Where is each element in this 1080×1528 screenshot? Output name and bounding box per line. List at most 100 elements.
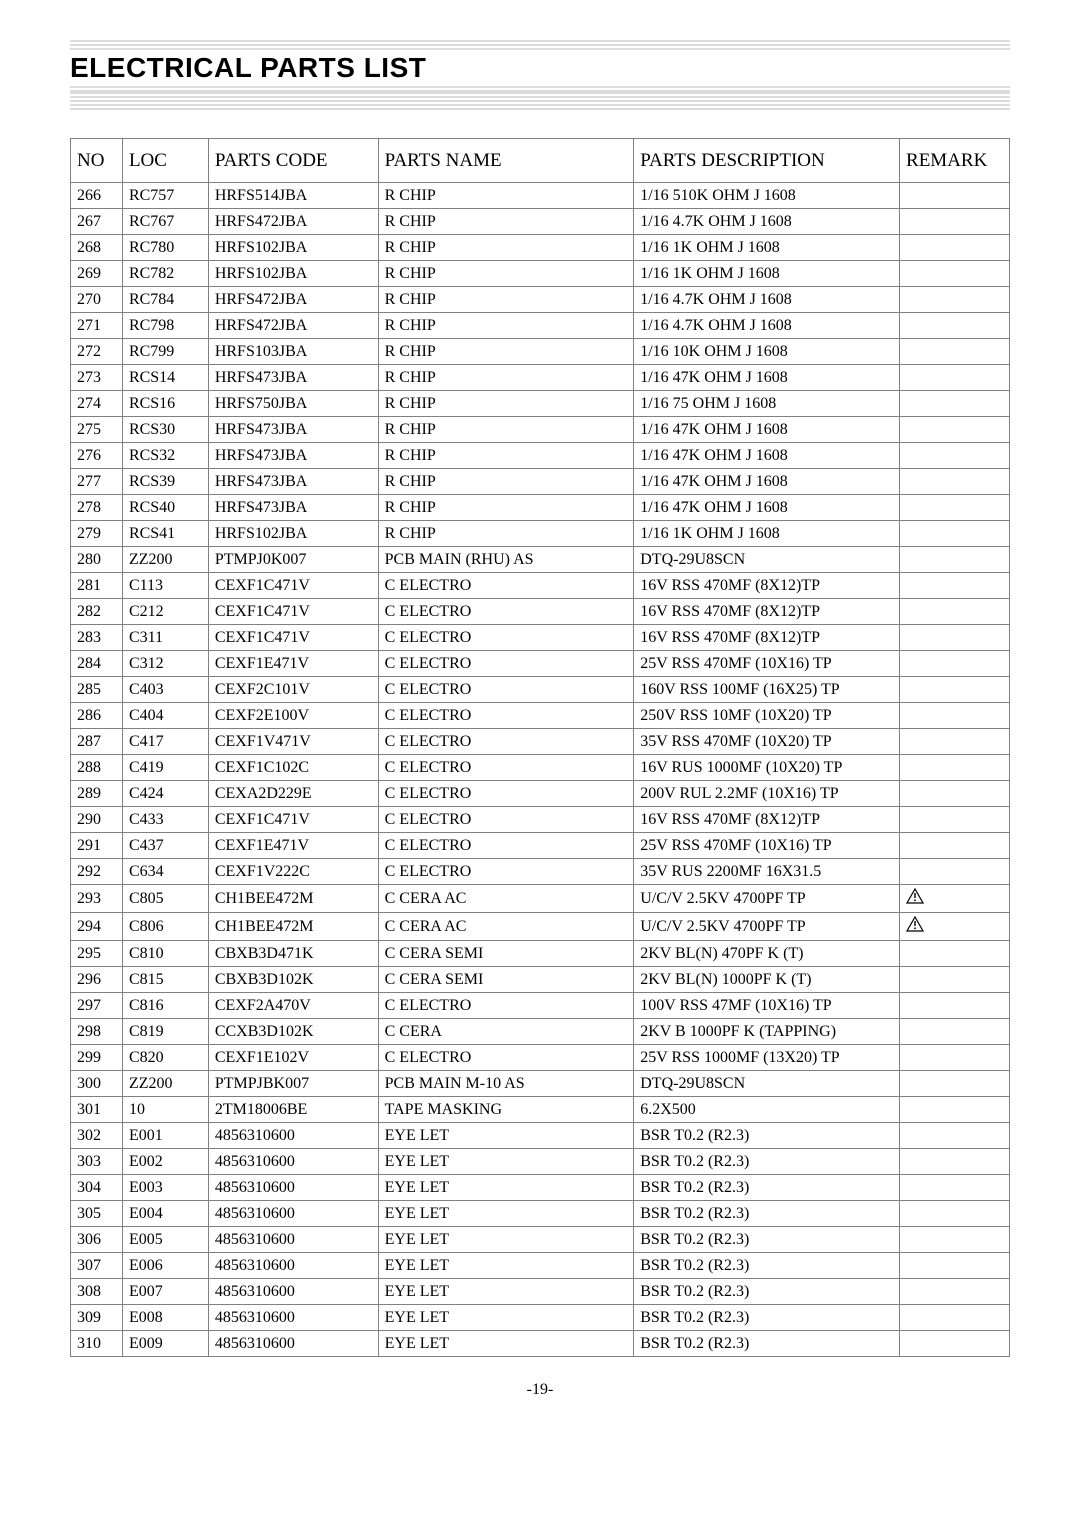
cell-code: PTMPJ0K007	[208, 547, 378, 573]
table-row: 277RCS39HRFS473JBAR CHIP1/16 47K OHM J 1…	[71, 469, 1010, 495]
cell-loc: 10	[122, 1097, 208, 1123]
cell-loc: E006	[122, 1253, 208, 1279]
cell-loc: C819	[122, 1019, 208, 1045]
cell-loc: RCS30	[122, 417, 208, 443]
cell-desc: DTQ-29U8SCN	[634, 547, 900, 573]
col-name: PARTS NAME	[378, 139, 634, 183]
cell-desc: BSR T0.2 (R2.3)	[634, 1331, 900, 1357]
table-row: 292C634CEXF1V222CC ELECTRO35V RUS 2200MF…	[71, 859, 1010, 885]
table-row: 281C113CEXF1C471VC ELECTRO16V RSS 470MF …	[71, 573, 1010, 599]
table-row: 310E0094856310600EYE LETBSR T0.2 (R2.3)	[71, 1331, 1010, 1357]
table-row: 288C419CEXF1C102CC ELECTRO16V RUS 1000MF…	[71, 755, 1010, 781]
table-row: 266RC757HRFS514JBAR CHIP1/16 510K OHM J …	[71, 183, 1010, 209]
cell-remark	[900, 573, 1010, 599]
col-no: NO	[71, 139, 123, 183]
table-row: 298C819CCXB3D102KC CERA2KV B 1000PF K (T…	[71, 1019, 1010, 1045]
cell-name: R CHIP	[378, 495, 634, 521]
cell-desc: 1/16 4.7K OHM J 1608	[634, 209, 900, 235]
cell-loc: E007	[122, 1279, 208, 1305]
cell-no: 268	[71, 235, 123, 261]
cell-remark	[900, 1279, 1010, 1305]
cell-desc: 1/16 1K OHM J 1608	[634, 521, 900, 547]
cell-code: CEXF1C471V	[208, 573, 378, 599]
cell-remark	[900, 391, 1010, 417]
table-row: 278RCS40HRFS473JBAR CHIP1/16 47K OHM J 1…	[71, 495, 1010, 521]
table-row: 284C312CEXF1E471VC ELECTRO25V RSS 470MF …	[71, 651, 1010, 677]
cell-desc: 1/16 47K OHM J 1608	[634, 495, 900, 521]
cell-remark	[900, 469, 1010, 495]
cell-desc: 1/16 510K OHM J 1608	[634, 183, 900, 209]
cell-name: R CHIP	[378, 521, 634, 547]
table-row: 291C437CEXF1E471VC ELECTRO25V RSS 470MF …	[71, 833, 1010, 859]
page-number: -19-	[70, 1381, 1010, 1399]
cell-no: 292	[71, 859, 123, 885]
cell-loc: C311	[122, 625, 208, 651]
cell-code: CEXF2E100V	[208, 703, 378, 729]
cell-desc: 1/16 47K OHM J 1608	[634, 417, 900, 443]
cell-no: 283	[71, 625, 123, 651]
cell-remark	[900, 625, 1010, 651]
cell-code: CEXF1C471V	[208, 599, 378, 625]
cell-no: 300	[71, 1071, 123, 1097]
cell-no: 290	[71, 807, 123, 833]
cell-desc: 16V RSS 470MF (8X12)TP	[634, 573, 900, 599]
cell-code: HRFS472JBA	[208, 287, 378, 313]
cell-remark	[900, 729, 1010, 755]
cell-desc: 250V RSS 10MF (10X20) TP	[634, 703, 900, 729]
page-title: ELECTRICAL PARTS LIST	[70, 48, 1010, 88]
cell-code: CH1BEE472M	[208, 885, 378, 913]
cell-remark	[900, 235, 1010, 261]
cell-no: 285	[71, 677, 123, 703]
cell-loc: C424	[122, 781, 208, 807]
cell-remark	[900, 1071, 1010, 1097]
cell-no: 310	[71, 1331, 123, 1357]
table-row: 289C424CEXA2D229EC ELECTRO200V RUL 2.2MF…	[71, 781, 1010, 807]
cell-loc: E008	[122, 1305, 208, 1331]
rule-line	[70, 100, 1010, 102]
cell-desc: 16V RUS 1000MF (10X20) TP	[634, 755, 900, 781]
table-row: 295C810CBXB3D471KC CERA SEMI2KV BL(N) 47…	[71, 941, 1010, 967]
cell-name: C ELECTRO	[378, 1045, 634, 1071]
cell-code: HRFS102JBA	[208, 521, 378, 547]
cell-name: PCB MAIN M-10 AS	[378, 1071, 634, 1097]
cell-remark	[900, 859, 1010, 885]
cell-desc: 1/16 1K OHM J 1608	[634, 261, 900, 287]
cell-desc: BSR T0.2 (R2.3)	[634, 1253, 900, 1279]
cell-desc: BSR T0.2 (R2.3)	[634, 1123, 900, 1149]
cell-code: HRFS514JBA	[208, 183, 378, 209]
table-row: 287C417CEXF1V471VC ELECTRO35V RSS 470MF …	[71, 729, 1010, 755]
cell-loc: C815	[122, 967, 208, 993]
cell-desc: 2KV BL(N) 470PF K (T)	[634, 941, 900, 967]
rule-line	[70, 108, 1010, 110]
table-row: 309E0084856310600EYE LETBSR T0.2 (R2.3)	[71, 1305, 1010, 1331]
cell-remark	[900, 261, 1010, 287]
table-row: 268RC780HRFS102JBAR CHIP1/16 1K OHM J 16…	[71, 235, 1010, 261]
cell-code: HRFS103JBA	[208, 339, 378, 365]
table-row: 285C403CEXF2C101VC ELECTRO160V RSS 100MF…	[71, 677, 1010, 703]
cell-code: HRFS472JBA	[208, 209, 378, 235]
cell-code: 4856310600	[208, 1175, 378, 1201]
cell-name: R CHIP	[378, 469, 634, 495]
cell-remark	[900, 941, 1010, 967]
table-row: 290C433CEXF1C471VC ELECTRO16V RSS 470MF …	[71, 807, 1010, 833]
page: ELECTRICAL PARTS LIST NO LOC PARTS CODE …	[0, 0, 1080, 1528]
cell-desc: 200V RUL 2.2MF (10X16) TP	[634, 781, 900, 807]
cell-loc: C403	[122, 677, 208, 703]
table-row: 297C816CEXF2A470VC ELECTRO100V RSS 47MF …	[71, 993, 1010, 1019]
cell-desc: U/C/V 2.5KV 4700PF TP	[634, 885, 900, 913]
cell-remark	[900, 1201, 1010, 1227]
cell-name: EYE LET	[378, 1253, 634, 1279]
cell-desc: BSR T0.2 (R2.3)	[634, 1201, 900, 1227]
cell-desc: 1/16 47K OHM J 1608	[634, 469, 900, 495]
cell-name: C CERA	[378, 1019, 634, 1045]
cell-loc: E003	[122, 1175, 208, 1201]
cell-loc: C437	[122, 833, 208, 859]
cell-name: C ELECTRO	[378, 651, 634, 677]
cell-remark	[900, 313, 1010, 339]
cell-remark	[900, 651, 1010, 677]
cell-name: R CHIP	[378, 443, 634, 469]
cell-desc: 1/16 10K OHM J 1608	[634, 339, 900, 365]
parts-table: NO LOC PARTS CODE PARTS NAME PARTS DESCR…	[70, 138, 1010, 1357]
cell-name: C ELECTRO	[378, 781, 634, 807]
cell-desc: 6.2X500	[634, 1097, 900, 1123]
